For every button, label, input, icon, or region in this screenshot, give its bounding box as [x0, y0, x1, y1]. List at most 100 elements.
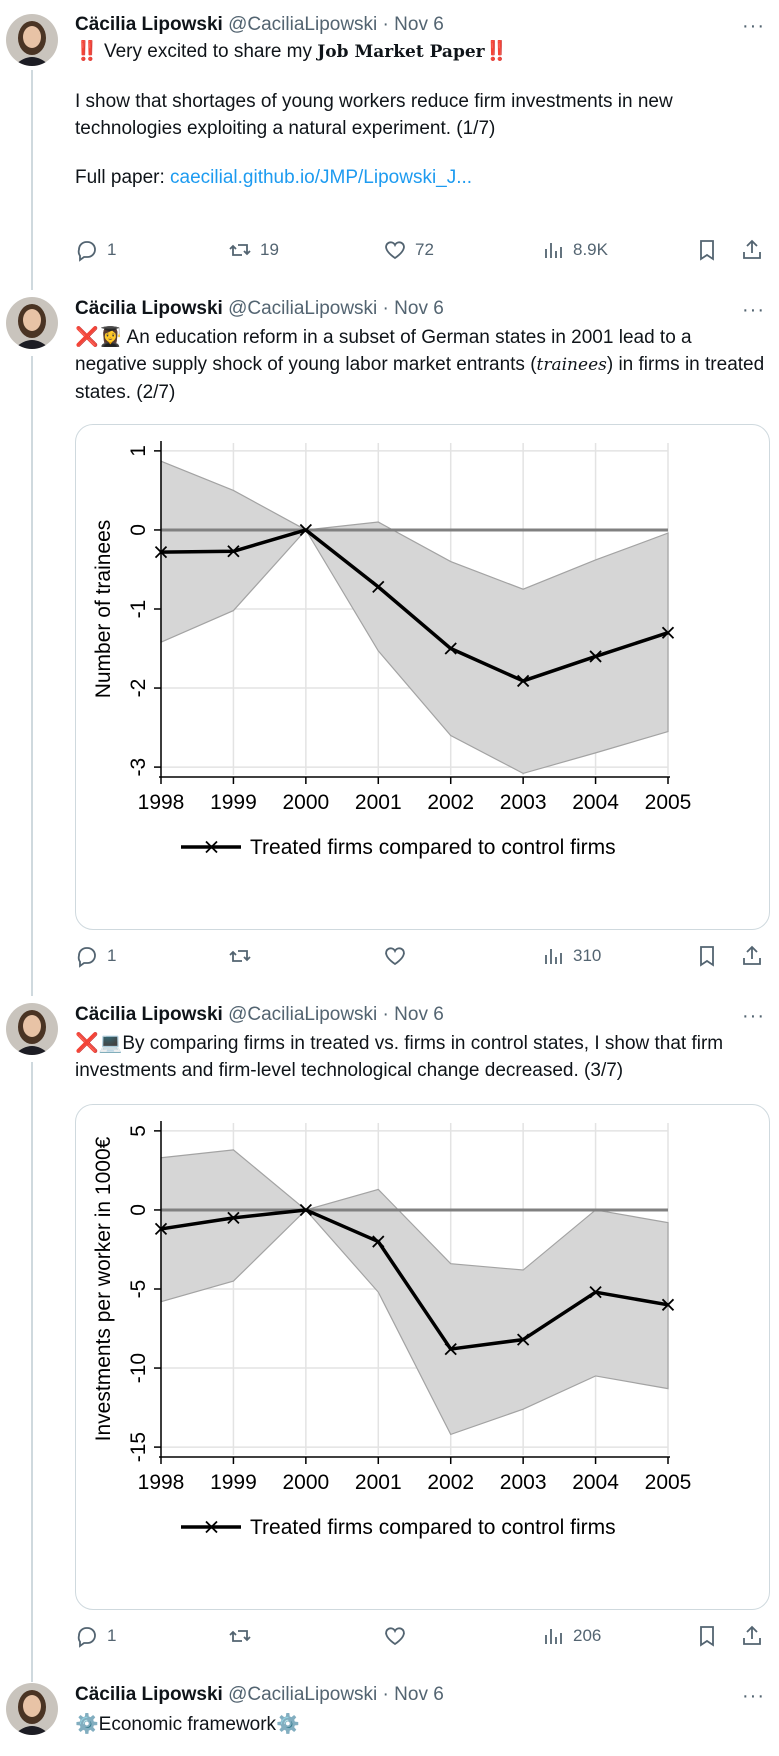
data-point [444, 642, 457, 655]
reply-button[interactable]: 1 [75, 944, 116, 968]
legend-label: Treated firms compared to control firms [250, 1516, 616, 1539]
author-handle[interactable]: @CaciliaLipowski [228, 1004, 378, 1025]
marker-stroke [589, 1286, 602, 1299]
author-handle[interactable]: @CaciliaLipowski [228, 298, 378, 319]
data-point [661, 626, 675, 639]
tweet-date[interactable]: Nov 6 [394, 14, 444, 35]
data-point [517, 674, 530, 688]
avatar[interactable] [6, 1003, 58, 1055]
marker-stroke [154, 545, 168, 559]
reply-count: 1 [107, 240, 117, 259]
x-tick-label: 2002 [427, 791, 474, 814]
x-tick-label: 2005 [645, 1471, 692, 1494]
views-button[interactable]: 310 [541, 944, 601, 968]
reply-icon [77, 947, 96, 968]
bookmark-button[interactable] [695, 1624, 719, 1648]
avatar[interactable] [6, 14, 58, 66]
avatar[interactable] [6, 1683, 58, 1735]
x-tick-label: 2000 [282, 1471, 329, 1494]
marker-stroke [154, 1222, 168, 1236]
data-point [589, 1286, 602, 1299]
tweet-header: Cäcilia Lipowski @CaciliaLipowski · Nov … [75, 1002, 444, 1028]
marker-stroke [517, 674, 530, 688]
tweet-date[interactable]: Nov 6 [394, 1004, 444, 1025]
avatar-icon [6, 1683, 58, 1735]
more-options-button[interactable]: ··· [742, 1005, 765, 1027]
share-icon [743, 239, 761, 259]
data-point [154, 1222, 168, 1236]
x-tick-label: 1998 [138, 791, 185, 814]
legend-marker [205, 840, 218, 854]
legend-marker [205, 1520, 218, 1534]
x-tick-label: 2000 [282, 791, 329, 814]
avatar[interactable] [6, 297, 58, 349]
view-count: 8.9K [573, 240, 608, 259]
legend-label: Treated firms compared to control firms [250, 836, 616, 859]
data-point [154, 545, 168, 559]
repost-button[interactable]: 19 [228, 238, 279, 262]
y-tick-label: 0 [127, 1204, 150, 1216]
share-button[interactable] [740, 944, 764, 968]
marker-stroke [299, 523, 312, 537]
bookmark-button[interactable] [695, 944, 719, 968]
author-name[interactable]: Cäcilia Lipowski [75, 14, 223, 35]
x-tick-label: 2004 [572, 1471, 619, 1494]
cross-computer-emoji: ❌💻 [75, 1033, 123, 1054]
y-tick-label: -15 [127, 1432, 150, 1462]
more-options-button[interactable]: ··· [742, 15, 765, 37]
views-button[interactable]: 206 [541, 1624, 601, 1648]
views-button[interactable]: 8.9K [541, 238, 608, 262]
tweet-text: ⚙️Economic framework⚙️ [75, 1714, 300, 1735]
data-point [661, 1298, 675, 1311]
author-handle[interactable]: @CaciliaLipowski [228, 14, 378, 35]
data-point [372, 1235, 385, 1248]
confidence-band [160, 1149, 669, 1436]
reply-button[interactable]: 1 [75, 1624, 116, 1648]
share-button[interactable] [740, 238, 764, 262]
bookmark-icon [700, 1626, 714, 1647]
marker-stroke [227, 1211, 240, 1224]
repost-button[interactable] [228, 1624, 260, 1648]
x-tick-label: 2002 [427, 1471, 474, 1494]
like-button[interactable]: 72 [383, 238, 434, 262]
more-options-button[interactable]: ··· [742, 299, 765, 321]
x-tick-label: 1998 [138, 1471, 185, 1494]
like-button[interactable] [383, 1624, 415, 1648]
tweet-date[interactable]: Nov 6 [394, 1684, 444, 1705]
heart-icon [385, 1627, 405, 1646]
data-point [299, 523, 312, 537]
like-button[interactable] [383, 944, 415, 968]
y-tick-label: 0 [127, 524, 150, 536]
author-handle[interactable]: @CaciliaLipowski [228, 1684, 378, 1705]
author-name[interactable]: Cäcilia Lipowski [75, 298, 223, 319]
x-tick-label: 2001 [355, 791, 402, 814]
repost-button[interactable] [228, 944, 260, 968]
reply-count: 1 [107, 946, 117, 965]
data-point [444, 1342, 457, 1356]
tweet-actions: 1 19 72 8.9K [75, 238, 768, 266]
avatar-icon [6, 1003, 58, 1055]
y-tick-label: -5 [127, 1280, 150, 1299]
chart-card[interactable]: 5 0 -5 -10 -15 1998 1999 2000 2001 2002 2003 2004 20… [75, 1104, 770, 1610]
like-count: 72 [415, 240, 434, 259]
x-tick-label: 1999 [210, 791, 257, 814]
share-button[interactable] [740, 1624, 764, 1648]
data-point [372, 580, 385, 594]
reply-button[interactable]: 1 [75, 238, 116, 262]
data-point [227, 545, 240, 558]
y-tick-label: -1 [127, 600, 150, 619]
more-options-button[interactable]: ··· [742, 1685, 765, 1707]
marker-stroke [227, 545, 240, 558]
y-tick-label: -10 [127, 1353, 150, 1383]
marker-stroke [444, 642, 457, 655]
author-name[interactable]: Cäcilia Lipowski [75, 1684, 223, 1705]
y-axis-label: Number of trainees [92, 520, 115, 699]
paper-link[interactable]: caecilial.github.io/JMP/Lipowski_J... [170, 167, 473, 188]
author-name[interactable]: Cäcilia Lipowski [75, 1004, 223, 1025]
separator: · [377, 1004, 395, 1025]
data-point [299, 1203, 312, 1217]
bookmark-button[interactable] [695, 238, 719, 262]
chart-card[interactable]: 1 0 -1 -2 -3 1998 1999 2000 2001 2002 2003 2004 2005… [75, 424, 770, 930]
marker-stroke [661, 626, 675, 639]
tweet-date[interactable]: Nov 6 [394, 298, 444, 319]
